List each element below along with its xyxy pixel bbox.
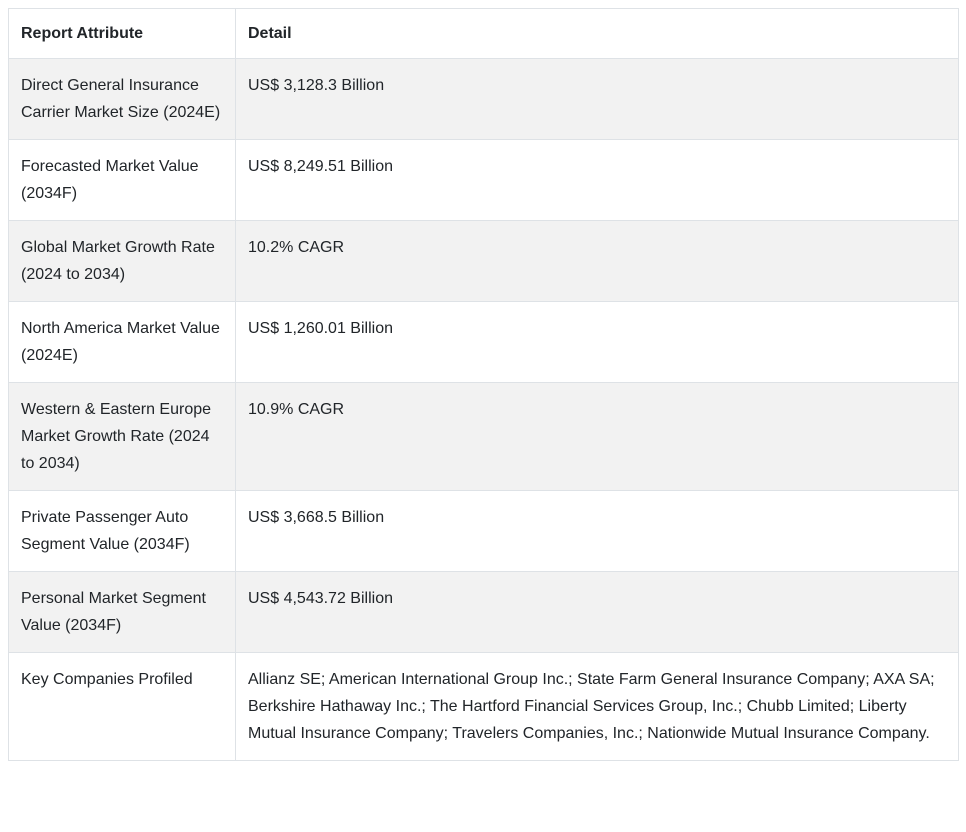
table-body: Direct General Insurance Carrier Market … <box>8 58 959 761</box>
table-row: Forecasted Market Value (2034F) US$ 8,249… <box>8 139 959 221</box>
table-row: Private Passenger Auto Segment Value (20… <box>8 490 959 572</box>
detail-cell: US$ 3,128.3 Billion <box>235 58 959 140</box>
detail-cell: 10.9% CAGR <box>235 382 959 491</box>
table-header: Report Attribute Detail <box>8 8 959 59</box>
table-row: Global Market Growth Rate (2024 to 2034)… <box>8 220 959 302</box>
detail-cell: 10.2% CAGR <box>235 220 959 302</box>
report-attribute-table: Report Attribute Detail Direct General I… <box>8 8 959 761</box>
attribute-cell: North America Market Value (2024E) <box>8 301 236 383</box>
table-row: North America Market Value (2024E) US$ 1,… <box>8 301 959 383</box>
attribute-cell: Key Companies Profiled <box>8 652 236 761</box>
attribute-cell: Global Market Growth Rate (2024 to 2034) <box>8 220 236 302</box>
column-header-report-attribute: Report Attribute <box>8 8 236 59</box>
detail-cell: Allianz SE; American International Group… <box>235 652 959 761</box>
attribute-cell: Personal Market Segment Value (2034F) <box>8 571 236 653</box>
attribute-cell: Private Passenger Auto Segment Value (20… <box>8 490 236 572</box>
table-row: Western & Eastern Europe Market Growth R… <box>8 382 959 491</box>
attribute-cell: Western & Eastern Europe Market Growth R… <box>8 382 236 491</box>
attribute-cell: Direct General Insurance Carrier Market … <box>8 58 236 140</box>
table-row: Direct General Insurance Carrier Market … <box>8 58 959 140</box>
header-row: Report Attribute Detail <box>8 8 959 59</box>
table-row: Key Companies Profiled Allianz SE; Americ… <box>8 652 959 761</box>
detail-cell: US$ 4,543.72 Billion <box>235 571 959 653</box>
table-row: Personal Market Segment Value (2034F) US$… <box>8 571 959 653</box>
attribute-cell: Forecasted Market Value (2034F) <box>8 139 236 221</box>
column-header-detail: Detail <box>235 8 959 59</box>
detail-cell: US$ 3,668.5 Billion <box>235 490 959 572</box>
detail-cell: US$ 1,260.01 Billion <box>235 301 959 383</box>
detail-cell: US$ 8,249.51 Billion <box>235 139 959 221</box>
